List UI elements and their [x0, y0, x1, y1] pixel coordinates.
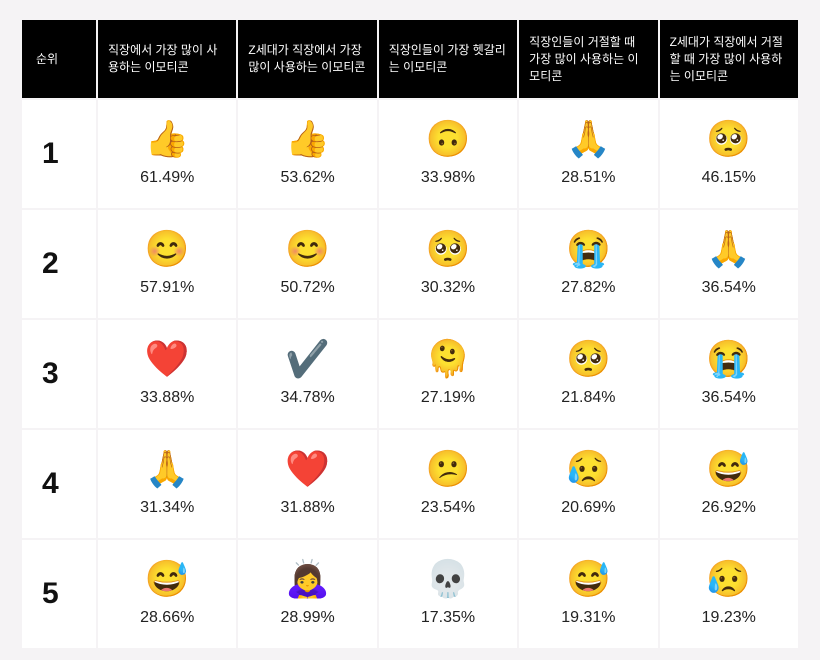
emoji-icon: 😭 [664, 341, 794, 377]
emoji-icon: 👍 [242, 121, 372, 157]
data-cell: 😊 57.91% [98, 210, 236, 318]
data-cell: 😕 23.54% [379, 430, 517, 538]
pct-value: 50.72% [280, 279, 334, 296]
col-header-1: Z세대가 직장에서 가장 많이 사용하는 이모티콘 [238, 20, 376, 98]
emoji-icon: 🙏 [102, 451, 232, 487]
data-cell: 💀 17.35% [379, 540, 517, 648]
emoji-icon: 🫠 [383, 341, 513, 377]
data-cell: 👍 61.49% [98, 100, 236, 208]
pct-value: 30.32% [421, 279, 475, 296]
table-header: 순위 직장에서 가장 많이 사용하는 이모티콘 Z세대가 직장에서 가장 많이 … [22, 20, 798, 98]
pct-value: 26.92% [702, 499, 756, 516]
data-cell: 😊 50.72% [238, 210, 376, 318]
data-cell: ❤️ 31.88% [238, 430, 376, 538]
pct-value: 27.82% [561, 279, 615, 296]
data-cell: 😭 36.54% [660, 320, 798, 428]
pct-value: 21.84% [561, 389, 615, 406]
emoji-icon: 😅 [102, 561, 232, 597]
pct-value: 27.19% [421, 389, 475, 406]
data-cell: 🙏 36.54% [660, 210, 798, 318]
pct-value: 19.31% [561, 609, 615, 626]
table-row: 1 👍 61.49% 👍 53.62% 🙃 33.98% 🙏 28.51% 🥺 46.15… [22, 100, 798, 208]
data-cell: 🙃 33.98% [379, 100, 517, 208]
emoji-icon: 😭 [523, 231, 653, 267]
emoji-icon: 😕 [383, 451, 513, 487]
pct-value: 46.15% [702, 169, 756, 186]
pct-value: 31.88% [280, 499, 334, 516]
pct-value: 33.88% [140, 389, 194, 406]
data-cell: 🙏 28.51% [519, 100, 657, 208]
table-body: 1 👍 61.49% 👍 53.62% 🙃 33.98% 🙏 28.51% 🥺 46.15… [22, 100, 798, 648]
pct-value: 36.54% [702, 279, 756, 296]
emoji-icon: 🙏 [664, 231, 794, 267]
emoji-icon: 🙃 [383, 121, 513, 157]
pct-value: 34.78% [280, 389, 334, 406]
pct-value: 17.35% [421, 609, 475, 626]
data-cell: 😅 28.66% [98, 540, 236, 648]
data-cell: 🙇‍♀️ 28.99% [238, 540, 376, 648]
emoji-icon: 👍 [102, 121, 232, 157]
table-row: 2 😊 57.91% 😊 50.72% 🥺 30.32% 😭 27.82% 🙏 36.54… [22, 210, 798, 318]
emoji-icon: 😊 [102, 231, 232, 267]
emoji-icon: 🙏 [523, 121, 653, 157]
data-cell: 😥 20.69% [519, 430, 657, 538]
rank-cell: 5 [22, 540, 96, 648]
pct-value: 28.66% [140, 609, 194, 626]
data-cell: 🥺 21.84% [519, 320, 657, 428]
pct-value: 19.23% [702, 609, 756, 626]
emoji-icon: 🥺 [664, 121, 794, 157]
emoji-icon: 😊 [242, 231, 372, 267]
pct-value: 31.34% [140, 499, 194, 516]
pct-value: 23.54% [421, 499, 475, 516]
emoji-icon: 🙇‍♀️ [242, 561, 372, 597]
data-cell: 👍 53.62% [238, 100, 376, 208]
data-cell: 😥 19.23% [660, 540, 798, 648]
data-cell: 🥺 30.32% [379, 210, 517, 318]
emoji-icon: ❤️ [242, 451, 372, 487]
emoji-icon: ✔️ [242, 341, 372, 377]
col-header-2: 직장인들이 가장 헷갈리는 이모티콘 [379, 20, 517, 98]
rank-cell: 4 [22, 430, 96, 538]
pct-value: 33.98% [421, 169, 475, 186]
emoji-icon: ❤️ [102, 341, 232, 377]
rank-cell: 1 [22, 100, 96, 208]
pct-value: 28.99% [280, 609, 334, 626]
emoji-icon: 🥺 [523, 341, 653, 377]
pct-value: 61.49% [140, 169, 194, 186]
emoji-icon: 😥 [664, 561, 794, 597]
col-header-3: 직장인들이 거절할 때 가장 많이 사용하는 이모티콘 [519, 20, 657, 98]
col-header-0: 직장에서 가장 많이 사용하는 이모티콘 [98, 20, 236, 98]
table-row: 5 😅 28.66% 🙇‍♀️ 28.99% 💀 17.35% 😅 19.31% 😥 19… [22, 540, 798, 648]
rank-header: 순위 [22, 20, 96, 98]
emoji-ranking-table: 순위 직장에서 가장 많이 사용하는 이모티콘 Z세대가 직장에서 가장 많이 … [20, 18, 800, 650]
pct-value: 36.54% [702, 389, 756, 406]
data-cell: 🙏 31.34% [98, 430, 236, 538]
data-cell: 😅 26.92% [660, 430, 798, 538]
data-cell: 🥺 46.15% [660, 100, 798, 208]
pct-value: 53.62% [280, 169, 334, 186]
emoji-icon: 💀 [383, 561, 513, 597]
data-cell: 🫠 27.19% [379, 320, 517, 428]
emoji-icon: 😅 [664, 451, 794, 487]
emoji-icon: 😅 [523, 561, 653, 597]
pct-value: 57.91% [140, 279, 194, 296]
data-cell: 😅 19.31% [519, 540, 657, 648]
data-cell: 😭 27.82% [519, 210, 657, 318]
pct-value: 20.69% [561, 499, 615, 516]
pct-value: 28.51% [561, 169, 615, 186]
col-header-4: Z세대가 직장에서 거절할 때 가장 많이 사용하는 이모티콘 [660, 20, 798, 98]
table-row: 4 🙏 31.34% ❤️ 31.88% 😕 23.54% 😥 20.69% 😅 26.9… [22, 430, 798, 538]
table-row: 3 ❤️ 33.88% ✔️ 34.78% 🫠 27.19% 🥺 21.84% 😭 36.… [22, 320, 798, 428]
emoji-icon: 🥺 [383, 231, 513, 267]
rank-cell: 3 [22, 320, 96, 428]
rank-cell: 2 [22, 210, 96, 318]
data-cell: ✔️ 34.78% [238, 320, 376, 428]
emoji-icon: 😥 [523, 451, 653, 487]
data-cell: ❤️ 33.88% [98, 320, 236, 428]
